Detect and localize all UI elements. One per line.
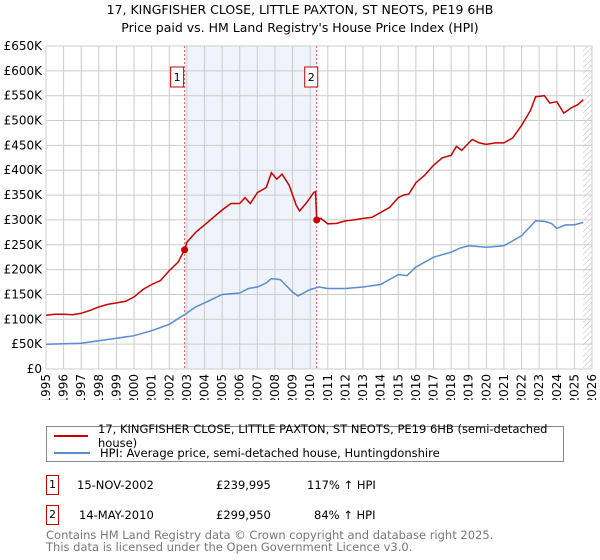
transaction-price: £299,950 [216,508,271,522]
legend: 17, KINGFISHER CLOSE, LITTLE PAXTON, ST … [46,422,564,462]
chart-title: 17, KINGFISHER CLOSE, LITTLE PAXTON, ST … [106,2,494,17]
hpi-line [45,220,584,345]
legend-item-property: 17, KINGFISHER CLOSE, LITTLE PAXTON, ST … [47,422,563,450]
x-tick-label: 1997 [74,374,88,400]
sale-label-box [170,66,185,88]
x-tick-label: 2015 [391,374,405,400]
transaction-date: 14-MAY-2010 [79,508,154,522]
x-tick-label: 2019 [462,374,476,400]
x-tick-label: 2009 [286,374,300,400]
x-tick-label: 2007 [250,374,264,400]
x-tick-label: 2006 [233,374,247,400]
legend-label-property: 17, KINGFISHER CLOSE, LITTLE PAXTON, ST … [98,422,548,450]
y-tick-label: £150K [4,287,44,301]
transaction-date: 15-NOV-2002 [77,478,154,492]
sale-point [313,216,321,224]
x-tick-label: 2021 [497,374,511,400]
footer-copyright: Contains HM Land Registry data © Crown c… [46,528,494,542]
x-tick-label: 2018 [444,374,458,400]
x-tick-label: 2008 [268,374,282,400]
y-tick-label: £300K [4,213,44,227]
x-tick-label: 2002 [162,374,176,400]
y-tick-label: £500K [4,114,44,128]
sale-label: 1 [174,71,181,84]
y-tick-label: £200K [4,263,44,277]
x-tick-label: 1999 [109,374,123,400]
y-tick-label: £400K [4,163,44,177]
x-tick-label: 2004 [198,374,212,400]
y-tick-label: £50K [11,337,43,351]
chart-subtitle: Price paid vs. HM Land Registry's House … [121,20,479,35]
transaction-marker: 1 [46,475,59,495]
sale-label: 2 [308,71,315,84]
price-chart: £0 £50K £100K £150K £200K £250K £300K £350K £400… [4,39,599,400]
transaction-hpi: 84% ↑ HPI [314,508,376,522]
x-tick-label: 2005 [215,374,229,400]
x-tick-label: 2025 [567,374,581,400]
legend-swatch-hpi [54,452,90,454]
y-tick-label: £0 [27,362,42,376]
x-tick-label: 2014 [374,374,388,400]
y-tick-label: £600K [4,64,44,78]
x-tick-label: 2001 [145,374,159,400]
x-tick-label: 1998 [92,374,106,400]
transaction-price: £239,995 [216,478,271,492]
x-tick-label: 2003 [180,374,194,400]
x-tick-label: 2017 [426,374,440,400]
y-tick-label: £650K [4,39,44,53]
x-tick-label: 1996 [57,374,71,400]
x-tick-label: 2011 [321,374,335,400]
x-tick-label: 2013 [356,374,370,400]
transaction-marker: 2 [46,505,59,525]
x-tick-label: 2023 [532,374,546,400]
y-tick-label: £450K [4,138,44,152]
x-tick-label: 2024 [550,374,564,400]
x-tick-label: 1995 [39,374,53,400]
sale-label-box [304,66,319,88]
x-tick-label: 2026 [585,374,599,400]
y-tick-label: £250K [4,238,44,252]
y-tick-label: £100K [4,312,44,326]
legend-label-hpi: HPI: Average price, semi-detached house,… [100,446,440,460]
x-tick-label: 2000 [127,374,141,400]
footer-licence: This data is licensed under the Open Gov… [46,540,413,554]
x-tick-label: 2010 [303,374,317,400]
future-hatch [583,46,592,369]
legend-item-hpi: HPI: Average price, semi-detached house,… [47,445,440,461]
legend-swatch-property [54,435,88,437]
property-price-line [45,94,584,317]
sale-point [181,246,189,254]
transaction-hpi: 117% ↑ HPI [307,478,376,492]
y-tick-label: £550K [4,89,44,103]
ownership-period-shade [184,46,317,369]
x-tick-label: 2012 [338,374,352,400]
x-tick-label: 2022 [515,374,529,400]
y-tick-label: £350K [4,188,44,202]
x-tick-label: 2016 [409,374,423,400]
x-tick-label: 2020 [479,374,493,400]
